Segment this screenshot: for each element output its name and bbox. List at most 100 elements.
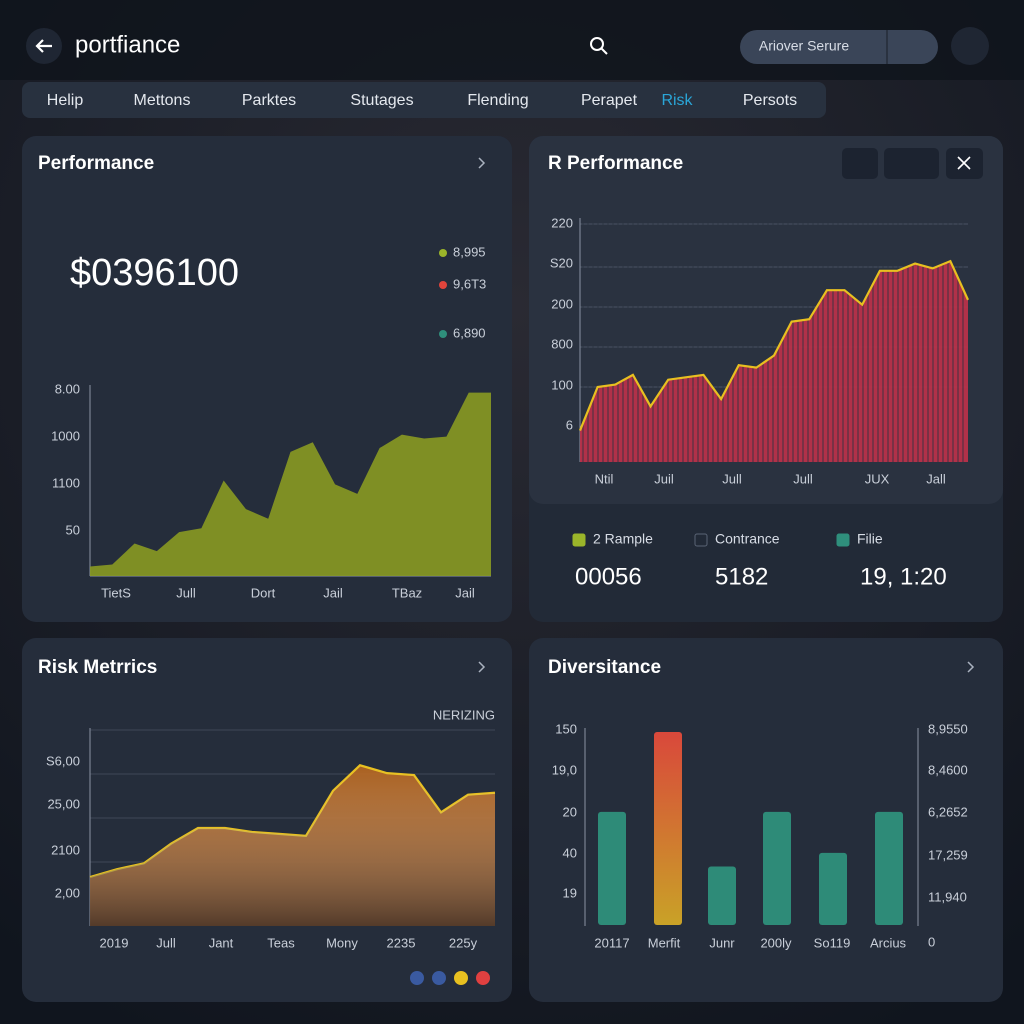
line	[578, 259, 970, 431]
x-tick-label: Jull	[722, 471, 742, 486]
settings-button[interactable]	[951, 27, 989, 65]
bar	[819, 852, 847, 925]
stat-label: Contrance	[715, 531, 780, 547]
legend-label: 8,995	[453, 244, 486, 259]
app-title: portfiance	[75, 31, 180, 58]
x-tick-label: Jull	[176, 585, 196, 600]
stat-label: 2 Rample	[593, 531, 653, 547]
x-tick-label: Jall	[926, 471, 946, 486]
legend-dot	[439, 330, 447, 338]
legend-dot	[439, 281, 447, 289]
tab[interactable]: Mettons	[134, 92, 191, 109]
x-tick-label: So119	[814, 935, 851, 950]
stat-swatch	[572, 533, 586, 547]
y-tick-label: S20	[550, 255, 573, 270]
y-tick-label: 0	[928, 934, 935, 949]
legend-label: 6,890	[453, 325, 486, 340]
x-tick-label: 200ly	[760, 935, 792, 950]
panel-title: R Performance	[548, 153, 683, 174]
search-icon[interactable]	[590, 37, 608, 55]
y-tick-label: 6	[566, 417, 573, 432]
tab[interactable]: Parktes	[242, 92, 296, 109]
x-tick-label: Junr	[709, 935, 735, 950]
bar	[708, 866, 736, 925]
window-buttons[interactable]	[842, 148, 983, 179]
y-tick-label: 220	[551, 215, 573, 230]
stat-label: Filie	[857, 531, 883, 547]
x-tick-label: Mony	[326, 935, 358, 950]
tab[interactable]: Stutages	[350, 92, 413, 109]
x-tick-label: Merfit	[648, 935, 681, 950]
tab[interactable]: Perapet	[581, 92, 638, 109]
shade	[90, 765, 495, 926]
chevron[interactable]	[478, 157, 486, 169]
y-tick-label: 1000	[51, 428, 80, 443]
y-tick-label: 19,0	[552, 762, 577, 777]
legend-label: 9,6T3	[453, 276, 486, 291]
y-tick-label: 25,00	[47, 796, 80, 811]
x-tick-label: Jail	[323, 585, 343, 600]
chevron[interactable]	[478, 661, 486, 673]
bar	[654, 731, 682, 925]
x-tick-label: Teas	[267, 935, 295, 950]
y-tick-label: 2100	[51, 842, 80, 857]
tab[interactable]: Flending	[467, 92, 528, 109]
panel-title: Performance	[38, 153, 154, 174]
x-tick-label: Arcius	[870, 935, 907, 950]
stat-value: 19, 1:20	[860, 563, 947, 590]
area	[90, 392, 491, 576]
x-tick-label: TietS	[101, 585, 131, 600]
x-tick-label: Ntil	[595, 471, 614, 486]
x-tick-label: JUX	[865, 471, 890, 486]
y-tick-label: 100	[551, 377, 573, 392]
y-tick-label: 200	[551, 296, 573, 311]
y-tick-label: 40	[563, 845, 577, 860]
tab-bar	[22, 82, 826, 118]
y-tick-label: 8.00	[55, 381, 80, 396]
y-tick-label: 11,940	[928, 889, 967, 904]
close-icon	[957, 156, 971, 170]
area	[580, 261, 968, 462]
panel-title: Diversitance	[548, 657, 661, 678]
stat-value: 5182	[715, 563, 768, 590]
x-tick-label: Juil	[654, 471, 674, 486]
y-tick-label: 6,2652	[928, 804, 968, 819]
x-tick-label: Jail	[455, 585, 475, 600]
big-value: $0396100	[70, 252, 239, 294]
panel-title: Risk Metrrics	[38, 657, 157, 678]
stat-swatch	[694, 533, 708, 547]
search-label: Ariover Serure	[759, 38, 849, 54]
y-tick-label: 2,00	[55, 885, 80, 900]
bar	[875, 811, 903, 925]
x-tick-label: 2019	[100, 935, 129, 950]
search-button[interactable]	[740, 30, 938, 64]
y-tick-label: 19	[563, 885, 577, 900]
x-tick-label: 20117	[594, 935, 629, 950]
bar	[598, 811, 626, 925]
x-tick-label: 2235	[387, 935, 416, 950]
chevron[interactable]	[967, 661, 975, 673]
y-tick-label: 800	[551, 336, 573, 351]
x-tick-label: Jant	[209, 935, 234, 950]
x-tick-label: Dort	[251, 585, 276, 600]
y-tick-label: 20	[563, 804, 577, 819]
bar	[763, 811, 791, 925]
tab[interactable]: Persots	[743, 92, 797, 109]
x-tick-label: Jull	[156, 935, 176, 950]
x-tick-label: TBaz	[392, 585, 422, 600]
tab[interactable]: Helip	[47, 92, 84, 109]
stat-value: 00056	[575, 563, 642, 590]
y-tick-label: 8,4600	[928, 762, 968, 777]
stat-swatch	[836, 533, 850, 547]
y-tick-label: 150	[555, 721, 577, 736]
tab[interactable]: Risk	[661, 92, 693, 109]
back-icon	[35, 39, 52, 53]
y-tick-label: 8,9550	[928, 721, 968, 736]
x-tick-label: Jull	[793, 471, 813, 486]
pager-dots[interactable]	[410, 971, 490, 985]
x-tick-label: 225y	[449, 935, 478, 950]
y-tick-label: S6,00	[46, 753, 80, 768]
y-tick-label: 17,259	[928, 847, 968, 862]
legend-dot	[439, 249, 447, 257]
